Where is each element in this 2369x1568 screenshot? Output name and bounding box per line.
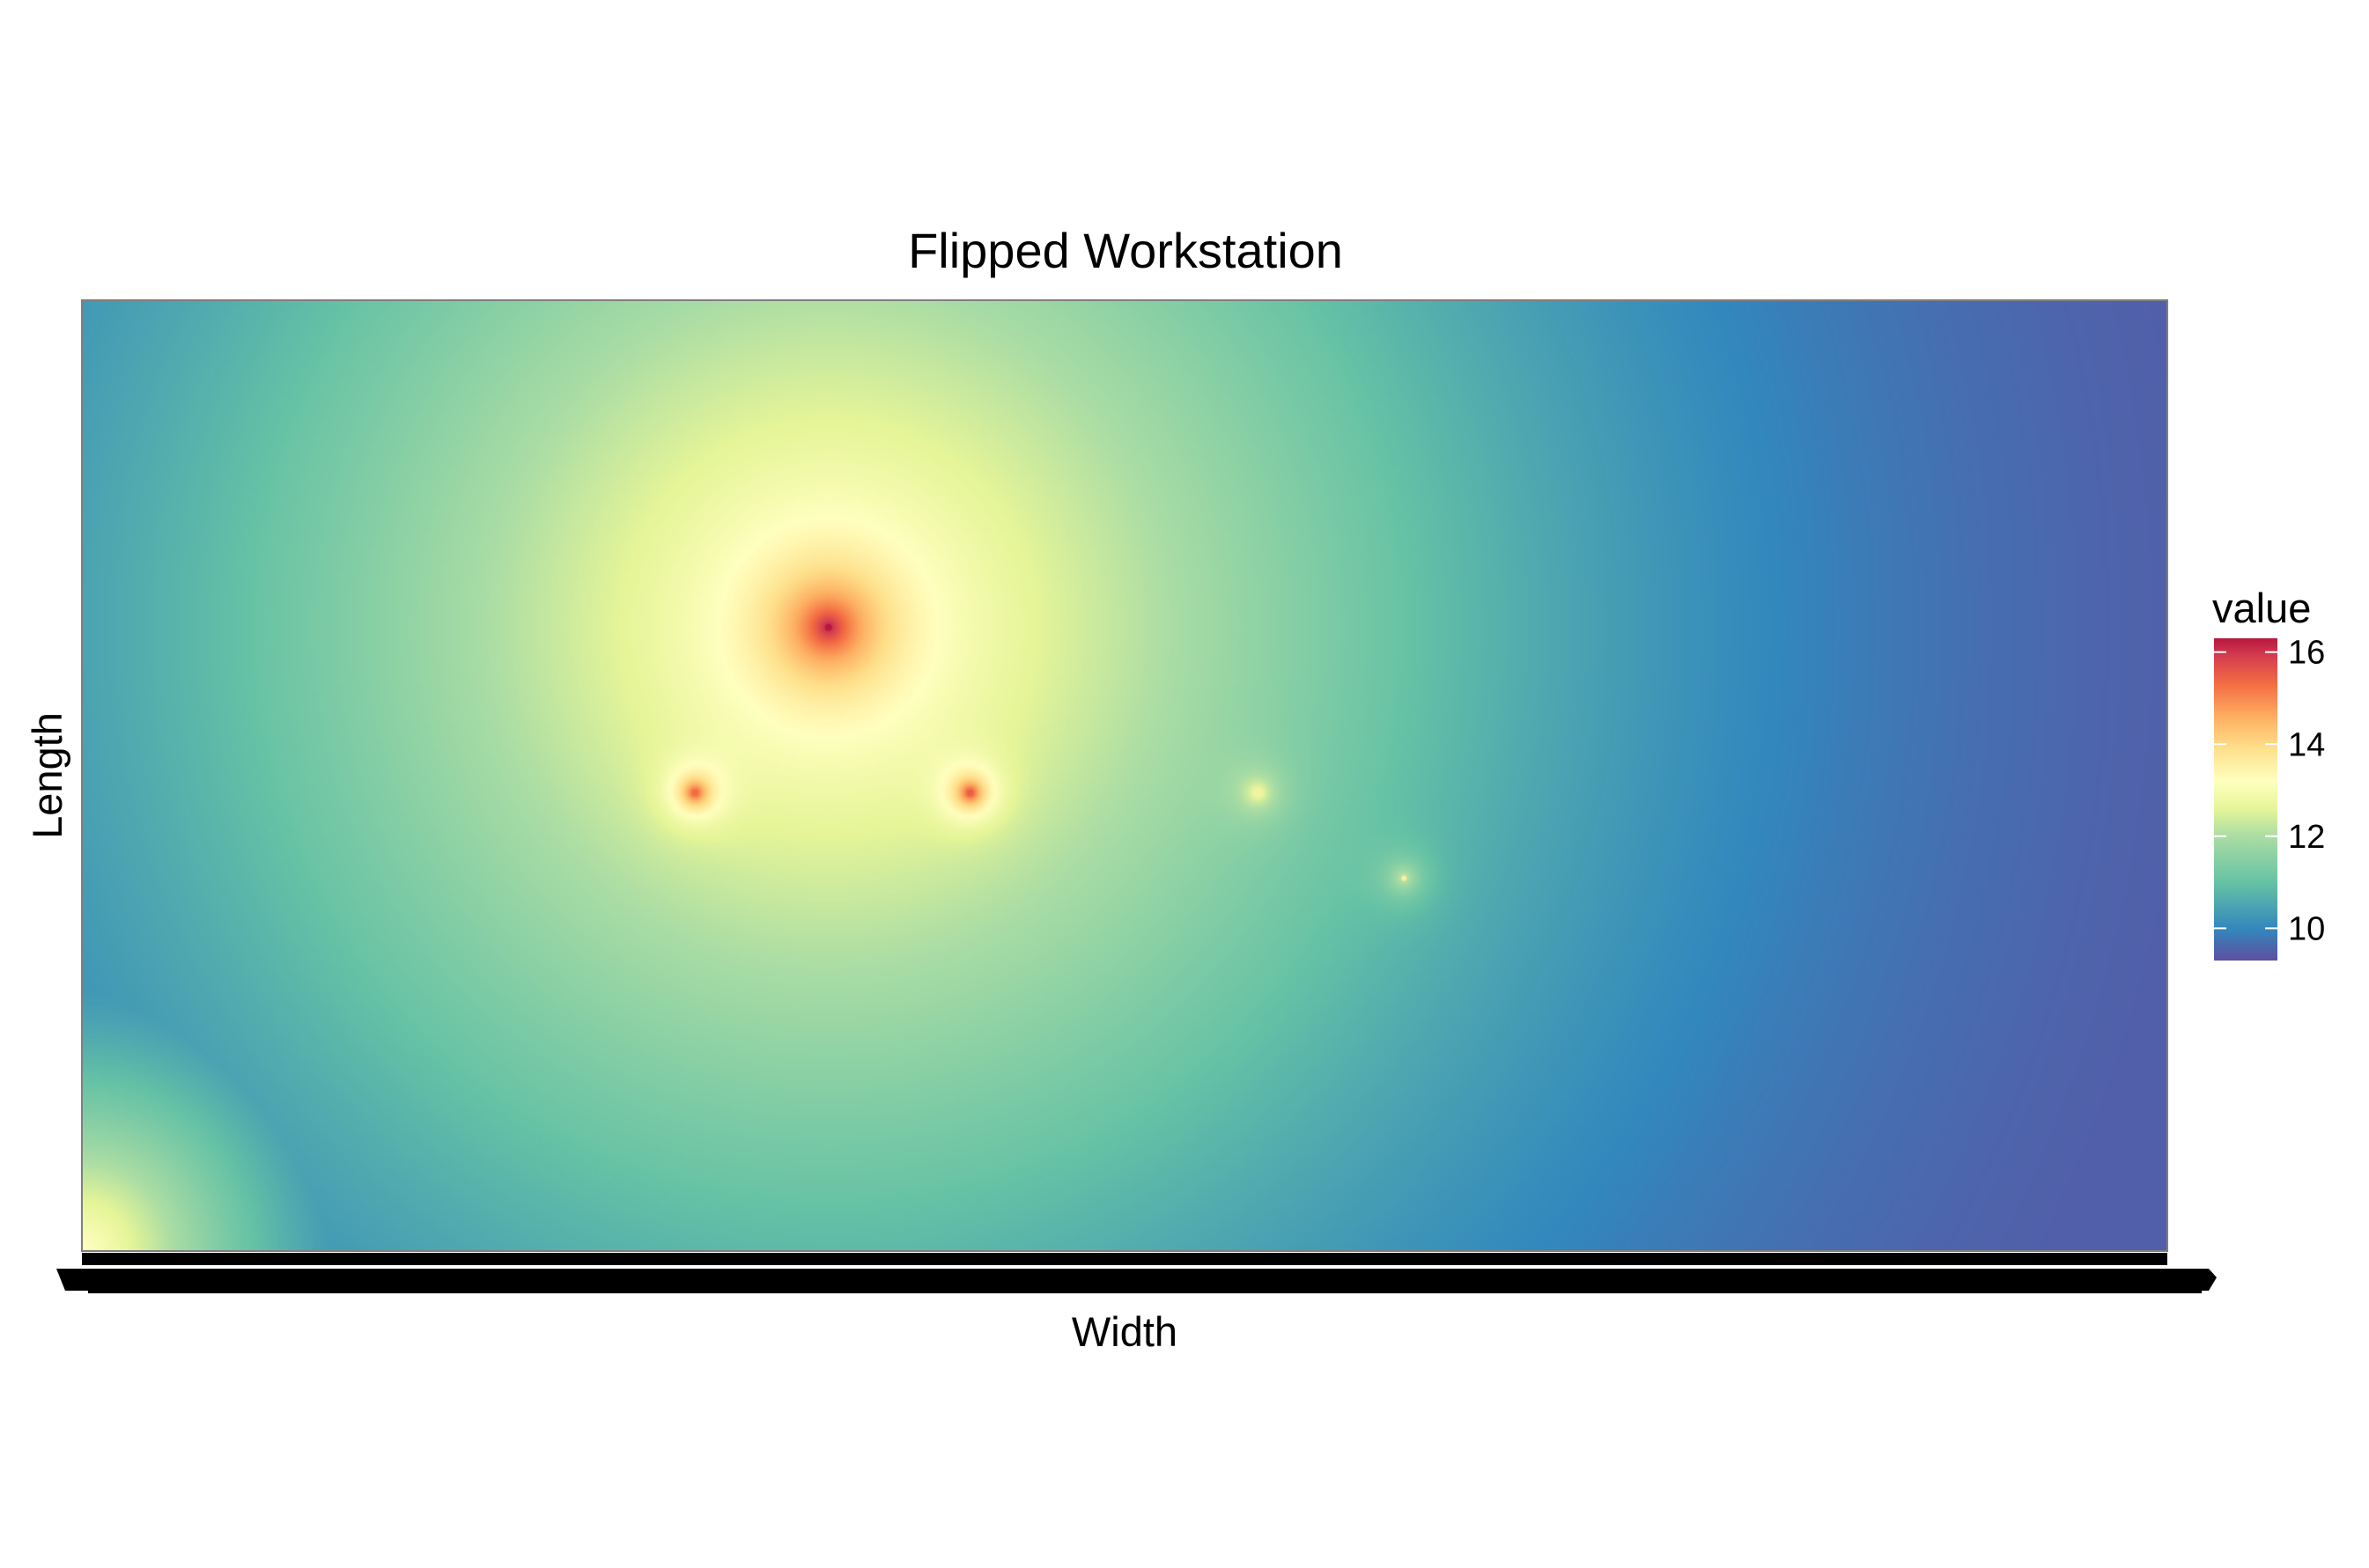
legend-ticks: 10 12 14 16	[2214, 635, 2325, 947]
hotspot-peak	[824, 623, 832, 631]
chart-title: Flipped Workstation	[908, 223, 1343, 278]
legend-tick-label: 16	[2288, 635, 2325, 672]
heatmap-plot-area	[82, 300, 2167, 1251]
legend-tick-label: 12	[2288, 819, 2325, 856]
x-axis-tick-labels	[56, 1253, 2217, 1293]
plot-panel-border	[81, 299, 2168, 1252]
legend-title: value	[2212, 585, 2311, 631]
legend-gradient	[2214, 638, 2277, 961]
y-axis-label: Length	[24, 712, 70, 839]
hotspot-peak	[692, 790, 698, 796]
hotspot-peak	[967, 790, 973, 796]
x-tick-label-band	[56, 1269, 2217, 1291]
color-legend: value 10 12 14 16	[2212, 585, 2325, 961]
x-axis-label: Width	[1072, 1308, 1177, 1355]
heatmap-raster	[82, 300, 2167, 1251]
hotspot-peak	[1401, 875, 1407, 881]
hotspot-peak	[1255, 790, 1261, 796]
x-tick-label-band	[88, 1288, 2202, 1293]
legend-tick-label: 14	[2288, 726, 2325, 763]
x-tick-label-band	[82, 1253, 2167, 1265]
legend-colorbar	[2214, 638, 2277, 961]
legend-tick-label: 10	[2288, 910, 2325, 947]
